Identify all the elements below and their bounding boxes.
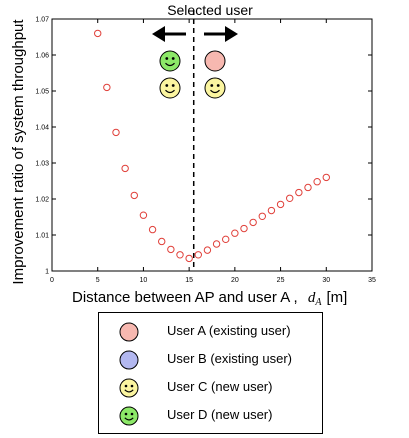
right-arrow-icon xyxy=(204,26,238,42)
data-point xyxy=(212,240,221,248)
data-point xyxy=(304,183,312,192)
data-point xyxy=(203,246,212,254)
user-c-smiley-icon xyxy=(159,77,181,99)
data-point xyxy=(267,206,276,215)
y-tick-label: 1.06 xyxy=(35,53,49,60)
x-tick-label: 35 xyxy=(368,277,376,284)
data-point xyxy=(231,229,239,237)
plot-area: 0 5 10 15 20 25 30 35 1 1.01 1.02 1.03 1.04 1.05 1.06 1… xyxy=(35,10,376,284)
x-axis-label-text: Distance between AP and user A , xyxy=(72,289,298,306)
legend-item-user-d: User D (new user) xyxy=(99,405,322,427)
svg-text:Distance between AP and user A: Distance between AP and user A , dA [m] xyxy=(72,289,347,308)
data-points xyxy=(94,29,330,263)
data-point xyxy=(276,200,285,209)
user-a-circle-icon xyxy=(204,50,226,72)
x-axis-label: Distance between AP and user A , dA [m] xyxy=(72,289,347,308)
plot-frame xyxy=(51,18,373,272)
y-tick-label: 1.05 xyxy=(35,89,49,96)
data-point xyxy=(121,164,129,173)
user-d-smiley-icon xyxy=(159,50,181,72)
data-point xyxy=(286,194,294,202)
data-point xyxy=(249,218,257,227)
x-tick-label: 5 xyxy=(96,277,100,284)
data-point xyxy=(322,173,330,182)
smiley-icon xyxy=(119,378,139,398)
legend-item-user-b: User B (existing user) xyxy=(99,349,322,371)
chart-figure: Selected user 0 5 10 15 20 25 30 35 1 1.01 1.02 1.0… xyxy=(10,2,376,308)
data-point xyxy=(94,29,102,38)
data-point xyxy=(158,237,166,246)
y-axis-label: Improvement ratio of system throughput xyxy=(10,19,27,285)
y-tick-label: 1.03 xyxy=(35,161,49,168)
data-point xyxy=(313,178,321,186)
user-c-smiley-icon-right xyxy=(204,77,226,99)
legend: User A (existing user) User B (existing … xyxy=(98,312,323,434)
chart-title: Selected user xyxy=(167,2,253,18)
x-axis-label-subscript: A xyxy=(314,297,322,308)
data-point xyxy=(185,254,193,263)
y-tick-label: 1 xyxy=(45,269,49,276)
x-tick-label: 30 xyxy=(322,277,330,284)
legend-label: User C (new user) xyxy=(167,379,273,394)
data-point xyxy=(167,245,175,254)
data-point xyxy=(176,251,184,259)
data-point xyxy=(130,191,138,200)
data-point xyxy=(112,128,120,137)
data-point xyxy=(139,211,148,219)
data-point xyxy=(240,224,248,233)
legend-label: User A (existing user) xyxy=(167,323,291,338)
tick-marks xyxy=(51,18,373,272)
data-point xyxy=(103,83,111,92)
x-tick-label: 20 xyxy=(231,277,239,284)
circle-icon xyxy=(119,350,139,370)
data-point xyxy=(194,251,202,259)
legend-item-user-a: User A (existing user) xyxy=(99,321,322,343)
y-tick-label: 1.07 xyxy=(35,17,49,24)
data-point xyxy=(148,225,157,234)
legend-label: User D (new user) xyxy=(167,407,273,422)
y-tick-label: 1.01 xyxy=(35,233,49,240)
circle-icon xyxy=(119,322,139,342)
smiley-icon xyxy=(119,406,139,426)
legend-label: User B (existing user) xyxy=(167,351,292,366)
data-point xyxy=(295,188,303,197)
x-axis-label-symbol: d xyxy=(308,290,316,306)
x-tick-label: 0 xyxy=(50,277,54,284)
left-arrow-icon xyxy=(152,26,186,42)
legend-item-user-c: User C (new user) xyxy=(99,377,322,399)
tick-labels: 0 5 10 15 20 25 30 35 1 1.01 1.02 1.03 1.04 1.05 1.06 1… xyxy=(35,17,376,285)
data-point xyxy=(222,235,230,244)
y-tick-label: 1.02 xyxy=(35,197,49,204)
data-point xyxy=(258,212,266,220)
x-axis-label-unit: [m] xyxy=(327,289,348,306)
x-tick-label: 15 xyxy=(185,277,193,284)
x-tick-label: 10 xyxy=(140,277,148,284)
x-tick-label: 25 xyxy=(277,277,285,284)
y-tick-label: 1.04 xyxy=(35,125,49,132)
